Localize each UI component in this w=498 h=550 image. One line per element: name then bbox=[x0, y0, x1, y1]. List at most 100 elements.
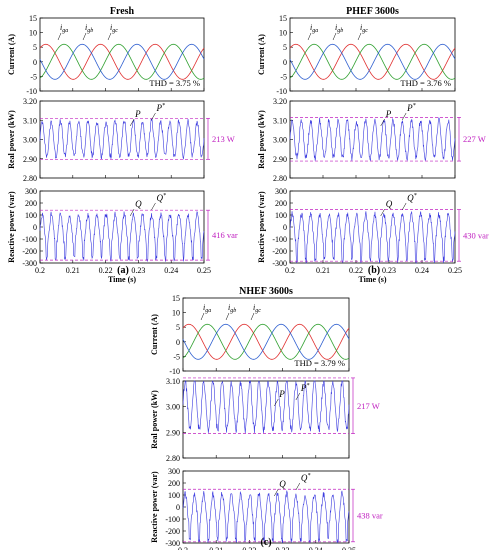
y-tick-label: 0 bbox=[176, 503, 180, 512]
y-tick-label: -10 bbox=[169, 367, 180, 376]
marker-label-Q: Q bbox=[135, 199, 142, 209]
panel-title: NHEF 3600s bbox=[239, 286, 293, 297]
x-tick-label: 0.24 bbox=[309, 546, 323, 550]
y-tick-label: 15 bbox=[172, 294, 180, 303]
series-label-i_ga: iga bbox=[310, 23, 318, 34]
y-tick-label: 0 bbox=[283, 223, 287, 232]
current-series-i_gc bbox=[182, 323, 350, 360]
marker-leader bbox=[295, 482, 301, 491]
y-tick-label: 2.90 bbox=[23, 155, 37, 164]
ripple-label: 227 W bbox=[463, 134, 486, 144]
x-tick-label: 0.25 bbox=[342, 546, 356, 550]
y-tick-label: 3.20 bbox=[23, 97, 37, 106]
marker-leader bbox=[274, 488, 279, 497]
thd-label: THD = 3.76 % bbox=[400, 78, 451, 88]
y-tick-label: -200 bbox=[165, 527, 180, 536]
y-tick-label: -100 bbox=[165, 515, 180, 524]
series-label-i_gb: igb bbox=[228, 303, 236, 314]
y-tick-label: 3.10 bbox=[23, 116, 37, 125]
real-power-trace bbox=[289, 117, 456, 162]
thd-label: THD = 3.79 % bbox=[294, 358, 345, 368]
y-tick-label: 0 bbox=[176, 338, 180, 347]
y-tick-label: -300 bbox=[272, 259, 287, 268]
x-tick-label: 0.23 bbox=[382, 266, 396, 275]
current-series-i_ga bbox=[182, 323, 350, 360]
y-tick-label: 200 bbox=[168, 479, 180, 488]
series-label-i_gc: igc bbox=[360, 23, 368, 34]
y-axis-label: Reactive power (var) bbox=[257, 191, 266, 263]
label-leader bbox=[225, 312, 230, 321]
panel-2: PHEF 3600s -10 -5 0 5 10 15 Current (A) iga igb ig… bbox=[257, 6, 489, 284]
x-tick-label: 0.23 bbox=[276, 546, 290, 550]
current-series-i_ga bbox=[39, 43, 205, 80]
y-tick-label: -5 bbox=[173, 352, 180, 361]
marker-leader bbox=[401, 202, 407, 211]
series-label-i_gb: igb bbox=[85, 23, 93, 34]
label-leader bbox=[107, 32, 112, 41]
x-tick-label: 0.25 bbox=[448, 266, 462, 275]
y-tick-label: -5 bbox=[30, 72, 37, 81]
x-tick-label: 0.22 bbox=[349, 266, 363, 275]
reactive-power-trace bbox=[182, 490, 350, 544]
real-subplot: 2.80 2.90 3.00 3.10 Real power (kW) 217 W P P* bbox=[150, 377, 380, 463]
current-series-i_gb bbox=[39, 43, 205, 80]
y-tick-label: 200 bbox=[275, 199, 287, 208]
label-leader bbox=[307, 32, 312, 41]
marker-label-P: P bbox=[385, 109, 392, 119]
x-tick-label: 0.2 bbox=[35, 266, 45, 275]
y-tick-label: 3.10 bbox=[166, 377, 180, 386]
y-tick-label: 300 bbox=[275, 187, 287, 196]
y-tick-label: 100 bbox=[275, 211, 287, 220]
y-tick-label: 2.80 bbox=[273, 174, 287, 183]
label-leader bbox=[332, 32, 337, 41]
ripple-label: 416 var bbox=[212, 230, 238, 240]
label-leader bbox=[250, 312, 255, 321]
y-tick-label: 2.90 bbox=[273, 155, 287, 164]
x-tick-label: 0.21 bbox=[209, 546, 223, 550]
y-tick-label: 3.20 bbox=[273, 97, 287, 106]
current-subplot: -10 -5 0 5 10 15 Current (A) iga igb igc THD = 3.7… bbox=[150, 294, 350, 376]
marker-leader bbox=[151, 112, 156, 121]
y-axis-label: Current (A) bbox=[7, 34, 16, 75]
y-axis-label: Real power (kW) bbox=[7, 110, 16, 169]
axes-frame bbox=[39, 17, 205, 92]
y-tick-label: 100 bbox=[168, 491, 180, 500]
panel-1: Fresh -10 -5 0 5 10 15 Current (A) iga igb igc THD … bbox=[7, 6, 238, 284]
y-tick-label: 2.80 bbox=[23, 174, 37, 183]
reactive-subplot: -300 -200 -100 0 100 200 300 0.2 0.21 0.22 0.23 0.2… bbox=[150, 467, 383, 550]
y-tick-label: 10 bbox=[172, 309, 180, 318]
current-subplot: -10 -5 0 5 10 15 Current (A) iga igb igc THD = 3.7… bbox=[7, 14, 205, 96]
thd-label: THD = 3.75 % bbox=[149, 78, 200, 88]
marker-leader bbox=[401, 112, 407, 121]
marker-label-Q: Q bbox=[279, 479, 286, 489]
y-tick-label: 0 bbox=[283, 58, 287, 67]
current-subplot: -10 -5 0 5 10 15 Current (A) iga igb igc THD = 3.7… bbox=[257, 14, 456, 96]
ripple-label: 430 var bbox=[463, 230, 489, 240]
axes-frame bbox=[182, 380, 350, 459]
reactive-power-trace bbox=[289, 210, 456, 264]
label-leader bbox=[82, 32, 87, 41]
x-axis-label: Time (s) bbox=[108, 275, 136, 284]
y-tick-label: 0 bbox=[33, 58, 37, 67]
x-tick-label: 0.2 bbox=[285, 266, 295, 275]
x-tick-label: 0.24 bbox=[164, 266, 178, 275]
ripple-label: 438 var bbox=[357, 511, 383, 521]
axes-frame bbox=[289, 17, 456, 92]
y-tick-label: -100 bbox=[272, 235, 287, 244]
ripple-label: 213 W bbox=[212, 134, 235, 144]
x-tick-label: 0.22 bbox=[99, 266, 113, 275]
panel-title: PHEF 3600s bbox=[346, 6, 399, 17]
label-leader bbox=[357, 32, 362, 41]
marker-leader bbox=[151, 202, 156, 211]
y-tick-label: -10 bbox=[276, 87, 287, 96]
series-label-i_gc: igc bbox=[253, 303, 261, 314]
x-tick-label: 0.21 bbox=[66, 266, 80, 275]
y-tick-label: -300 bbox=[22, 259, 37, 268]
marker-label-Q*: Q* bbox=[301, 473, 311, 483]
y-tick-label: 15 bbox=[29, 14, 37, 23]
marker-label-P*: P* bbox=[155, 103, 165, 113]
y-tick-label: 5 bbox=[176, 323, 180, 332]
label-leader bbox=[57, 32, 62, 41]
marker-leader bbox=[274, 398, 279, 407]
series-label-i_gb: igb bbox=[335, 23, 343, 34]
